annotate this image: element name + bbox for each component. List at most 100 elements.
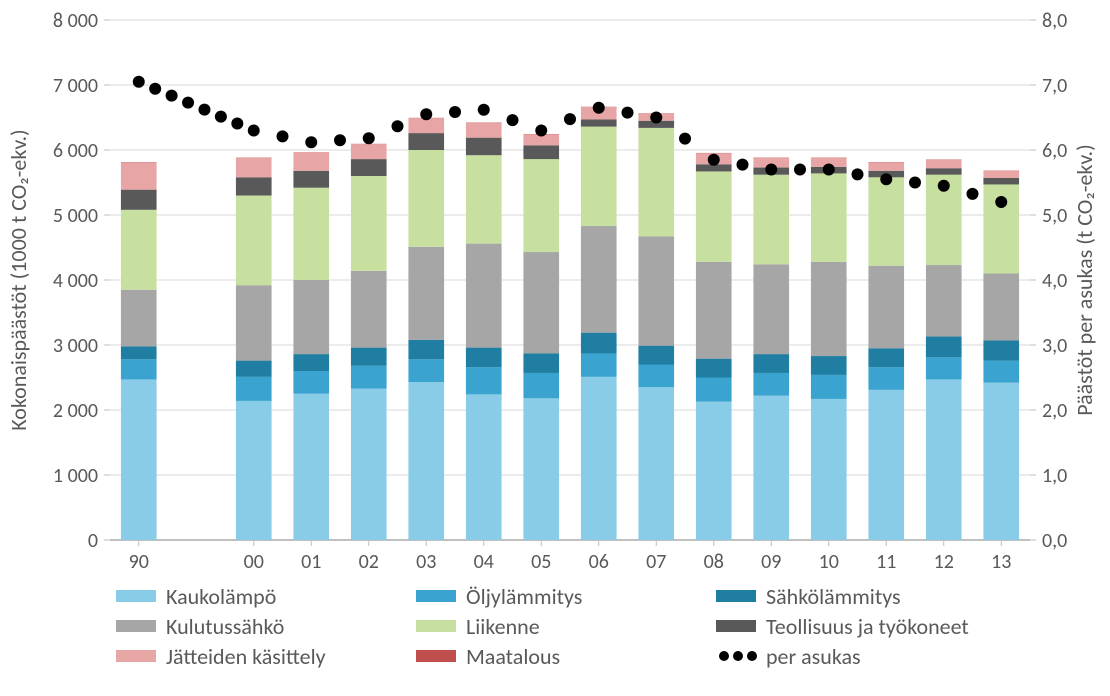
right-tick-label: 0,0 [1042,529,1067,553]
bar-kulutussahko [523,252,559,353]
bar-jatteet [121,162,157,189]
bar-sahkolammitys [293,354,329,371]
bar-jatteet [351,144,387,159]
per-asukas-dot [880,173,892,185]
bar-kulutussahko [121,290,157,347]
bar-oljylammitys [293,371,329,394]
bar-jatteet [868,162,904,170]
bar-jatteet [983,171,1019,178]
per-asukas-dot [149,83,161,95]
bar-kulutussahko [868,266,904,349]
x-tick-label: 12 [934,550,954,574]
left-tick-label: 7 000 [53,74,98,98]
bar-sahkolammitys [753,354,789,373]
bar-liikenne [293,188,329,280]
left-axis-title: Kokonaispäästöt (1000 t CO₂-ekv.) [5,129,32,430]
left-tick-label: 0 [88,529,98,553]
bar-kulutussahko [638,236,674,345]
bar-teollisuus [351,159,387,176]
legend-label: Teollisuus ja työkoneet [766,613,969,640]
legend-swatch [116,590,156,602]
bar-jatteet [293,153,329,171]
bar-kaukolampo [638,387,674,540]
per-asukas-dot [852,168,864,180]
legend-dots [719,651,729,661]
bar-sahkolammitys [696,359,732,378]
per-asukas-dot [392,120,404,132]
per-asukas-dot [564,113,576,125]
per-asukas-dot [967,188,979,200]
legend-label: Liikenne [466,613,540,640]
bar-kaukolampo [351,389,387,540]
bar-liikenne [811,173,847,261]
x-tick-label: 00 [244,550,264,574]
right-tick-label: 3,0 [1042,334,1067,358]
bar-sahkolammitys [581,333,617,354]
left-tick-label: 5 000 [53,204,98,228]
bar-oljylammitys [638,365,674,388]
left-tick-label: 2 000 [53,399,98,423]
right-tick-label: 2,0 [1042,399,1067,423]
bar-liikenne [121,210,157,290]
bar-oljylammitys [581,353,617,376]
bar-kaukolampo [466,394,502,540]
legend-label: Öljylämmitys [466,583,582,610]
bar-kulutussahko [466,244,502,348]
per-asukas-dot [823,164,835,176]
bar-kulutussahko [696,262,732,359]
per-asukas-dot [166,90,178,102]
bar-teollisuus [983,178,1019,185]
legend-label: Kulutussähkö [166,613,284,640]
bar-oljylammitys [523,373,559,398]
bar-oljylammitys [236,377,272,401]
left-tick-label: 1 000 [53,464,98,488]
x-tick-label: 13 [991,550,1011,574]
bar-liikenne [466,155,502,243]
per-asukas-dot [363,132,375,144]
bar-sahkolammitys [926,337,962,358]
bar-oljylammitys [926,357,962,379]
x-tick-label: 11 [876,550,896,574]
bar-kaukolampo [868,390,904,540]
legend-label: Jätteiden käsittely [166,643,326,670]
bar-kaukolampo [811,399,847,540]
bar-kaukolampo [121,379,157,540]
per-asukas-dot [679,133,691,145]
x-tick-label: 09 [761,550,781,574]
per-asukas-dot [478,104,490,116]
bar-sahkolammitys [236,361,272,377]
right-tick-label: 1,0 [1042,464,1067,488]
bar-kulutussahko [408,247,444,340]
bar-teollisuus [926,168,962,175]
bar-kulutussahko [351,271,387,348]
per-asukas-dot [794,164,806,176]
right-axis-title: Päästöt per asukas (t CO₂-ekv.) [1071,144,1098,416]
bar-sahkolammitys [121,346,157,359]
per-asukas-dot [708,154,720,166]
bar-kulutussahko [811,262,847,356]
bar-kaukolampo [753,396,789,540]
x-tick-label: 07 [646,550,666,574]
per-asukas-dot [231,118,243,130]
x-tick-label: 04 [474,550,494,574]
bar-liikenne [408,150,444,247]
legend-swatch [416,620,456,632]
per-asukas-dot [650,112,662,124]
bar-kulutussahko [293,280,329,354]
bar-sahkolammitys [523,353,559,373]
per-asukas-dot [198,104,210,116]
bar-jatteet [466,123,502,138]
bar-kulutussahko [753,264,789,354]
per-asukas-dot [765,164,777,176]
bar-oljylammitys [351,366,387,389]
left-tick-label: 4 000 [53,269,98,293]
per-asukas-dot [995,196,1007,208]
bar-sahkolammitys [811,356,847,375]
bar-kaukolampo [926,379,962,540]
bar-oljylammitys [983,361,1019,383]
per-asukas-dot [420,108,432,120]
bar-teollisuus [293,171,329,188]
x-tick-label: 05 [531,550,551,574]
bar-kaukolampo [293,394,329,540]
bar-liikenne [696,171,732,261]
